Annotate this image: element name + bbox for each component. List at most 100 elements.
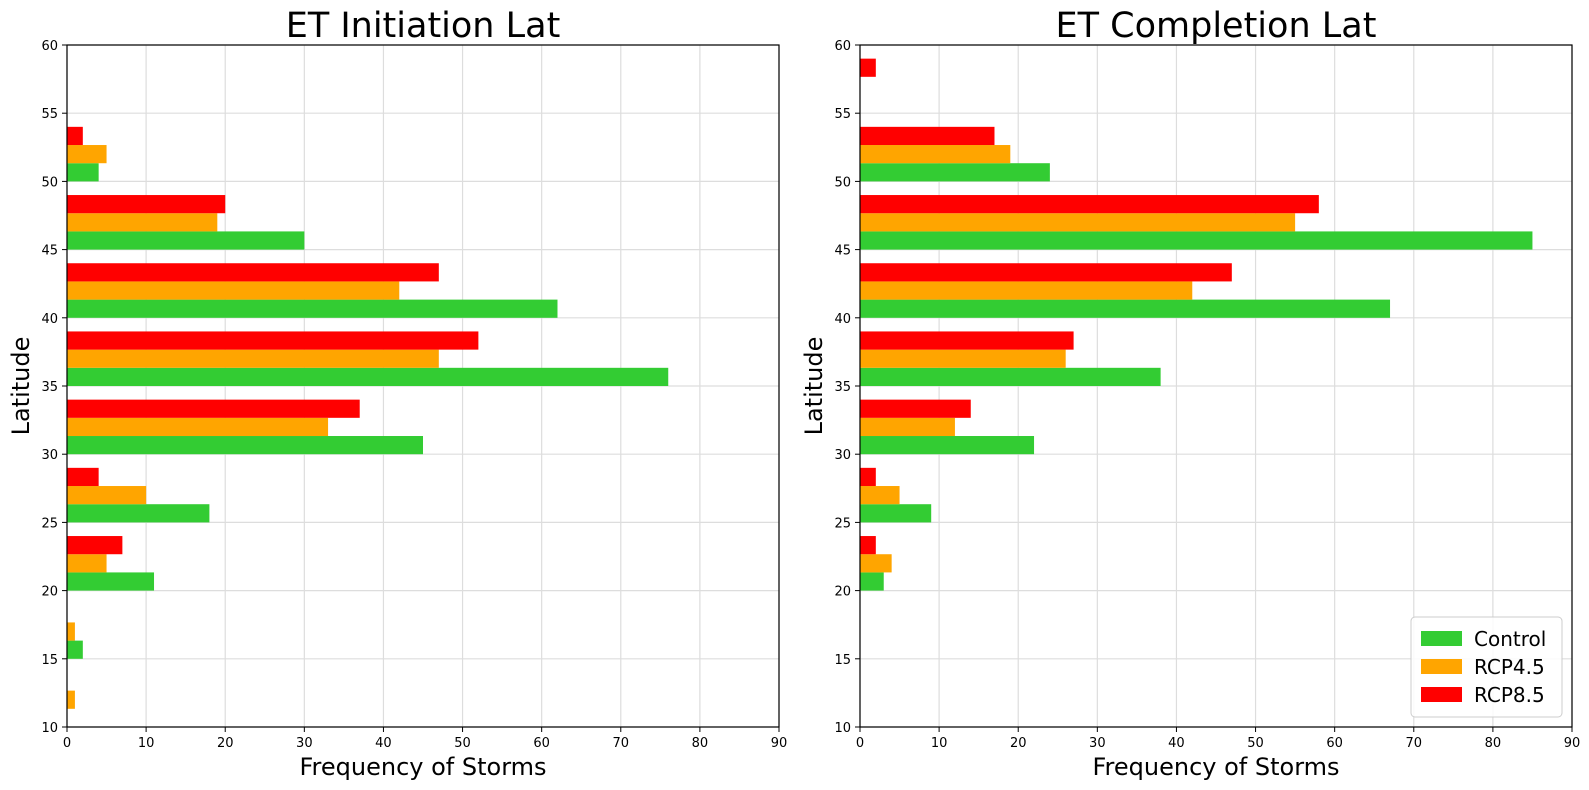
y-tick-label: 25 xyxy=(41,516,58,531)
y-tick-label: 30 xyxy=(834,448,851,463)
chart-title: ET Completion Lat xyxy=(1056,6,1377,46)
y-tick-label: 45 xyxy=(41,244,58,259)
y-tick-label: 50 xyxy=(834,175,851,190)
x-tick-label: 0 xyxy=(856,736,864,751)
legend-swatch xyxy=(1421,631,1462,646)
y-tick-label: 15 xyxy=(41,653,58,668)
bar-rcp85-lat-50 xyxy=(860,126,995,146)
bar-rcp45-lat-10 xyxy=(67,690,75,709)
legend-swatch xyxy=(1421,687,1462,702)
x-axis-label: Frequency of Storms xyxy=(299,753,546,781)
bar-rcp45-lat-35 xyxy=(860,349,1066,368)
bar-control-lat-15 xyxy=(67,640,83,659)
bar-control-lat-35 xyxy=(67,367,669,386)
x-tick-label: 40 xyxy=(375,736,392,751)
bar-rcp45-lat-15 xyxy=(67,622,75,641)
y-tick-label: 40 xyxy=(834,312,851,327)
x-tick-label: 30 xyxy=(1089,736,1106,751)
bar-control-lat-25 xyxy=(860,504,932,523)
bar-rcp85-lat-50 xyxy=(67,126,83,146)
legend: Control RCP4.5 RCP8.5 xyxy=(1410,616,1563,718)
x-tick-label: 70 xyxy=(1406,736,1423,751)
bar-rcp45-lat-20 xyxy=(67,554,107,573)
y-tick-label: 60 xyxy=(834,39,851,54)
x-axis-label: Frequency of Storms xyxy=(1092,753,1339,781)
bar-rcp85-lat-45 xyxy=(67,195,226,214)
bar-control-lat-25 xyxy=(67,504,210,523)
y-tick-label: 45 xyxy=(834,244,851,259)
bar-rcp45-lat-45 xyxy=(860,213,1296,232)
y-tick-label: 55 xyxy=(41,107,58,122)
x-tick-label: 80 xyxy=(692,736,709,751)
chart-panel-1: 0 10 20 30 40 50 60 70 80 90 10 15 20 25 30 35 40 45 50 55 6… xyxy=(7,6,787,781)
bar-rcp85-lat-40 xyxy=(860,263,1232,282)
x-tick-label: 10 xyxy=(931,736,948,751)
x-tick-label: 0 xyxy=(63,736,71,751)
bar-rcp45-lat-30 xyxy=(67,417,329,437)
x-tick-label: 30 xyxy=(296,736,313,751)
bar-control-lat-30 xyxy=(67,436,423,455)
bar-control-lat-30 xyxy=(860,436,1035,455)
bar-rcp85-lat-55 xyxy=(860,58,876,77)
y-tick-label: 10 xyxy=(41,721,58,736)
x-tick-label: 90 xyxy=(1564,736,1581,751)
bars xyxy=(67,126,669,709)
bar-control-lat-20 xyxy=(860,572,884,591)
bar-control-lat-50 xyxy=(67,163,99,182)
bar-rcp85-lat-20 xyxy=(67,536,123,555)
y-tick-label: 20 xyxy=(41,585,58,600)
bar-rcp45-lat-40 xyxy=(860,281,1193,300)
y-tick-label: 30 xyxy=(41,448,58,463)
bar-rcp45-lat-35 xyxy=(67,349,439,368)
y-tick-label: 25 xyxy=(834,516,851,531)
bar-rcp45-lat-40 xyxy=(67,281,400,300)
x-tick-label: 90 xyxy=(771,736,788,751)
bar-rcp85-lat-20 xyxy=(860,536,876,555)
chart-panel-2: 0 10 20 30 40 50 60 70 80 90 10 15 20 25 30 35 40 45 50 55 6… xyxy=(800,6,1580,781)
x-tick-label: 10 xyxy=(138,736,155,751)
y-tick-label: 15 xyxy=(834,653,851,668)
legend-entry: RCP4.5 xyxy=(1474,655,1545,679)
y-tick-label: 40 xyxy=(41,312,58,327)
y-tick-label: 55 xyxy=(834,107,851,122)
bar-rcp85-lat-40 xyxy=(67,263,439,282)
legend-entry: RCP8.5 xyxy=(1474,683,1545,707)
x-tick-label: 60 xyxy=(1326,736,1343,751)
bars xyxy=(860,58,1533,591)
y-tick-label: 35 xyxy=(41,380,58,395)
x-tick-label: 60 xyxy=(533,736,550,751)
bar-rcp85-lat-35 xyxy=(860,331,1074,350)
bar-control-lat-45 xyxy=(860,231,1533,250)
x-tick-label: 50 xyxy=(454,736,471,751)
y-tick-label: 35 xyxy=(834,380,851,395)
bar-rcp45-lat-50 xyxy=(860,145,1011,164)
bar-control-lat-50 xyxy=(860,163,1050,182)
bar-control-lat-45 xyxy=(67,231,305,250)
bar-rcp45-lat-25 xyxy=(67,486,147,505)
bar-rcp85-lat-35 xyxy=(67,331,479,350)
y-tick-label: 60 xyxy=(41,39,58,54)
bar-rcp85-lat-45 xyxy=(860,195,1319,214)
y-axis-label: Latitude xyxy=(7,337,35,436)
bar-control-lat-35 xyxy=(860,367,1161,386)
chart-title: ET Initiation Lat xyxy=(286,6,561,46)
y-tick-label: 50 xyxy=(41,175,58,190)
bar-rcp85-lat-30 xyxy=(860,399,971,418)
bar-rcp85-lat-25 xyxy=(67,467,99,487)
bar-control-lat-20 xyxy=(67,572,155,591)
x-tick-label: 50 xyxy=(1247,736,1264,751)
x-tick-label: 40 xyxy=(1168,736,1185,751)
legend-entry: Control xyxy=(1474,627,1546,651)
x-tick-label: 70 xyxy=(613,736,630,751)
bar-control-lat-40 xyxy=(860,299,1391,318)
bar-rcp85-lat-25 xyxy=(860,467,876,487)
legend-swatch xyxy=(1421,659,1462,674)
y-tick-label: 10 xyxy=(834,721,851,736)
x-tick-label: 80 xyxy=(1485,736,1502,751)
bar-rcp85-lat-30 xyxy=(67,399,360,418)
bar-rcp45-lat-50 xyxy=(67,145,107,164)
bar-rcp45-lat-25 xyxy=(860,486,900,505)
bar-control-lat-40 xyxy=(67,299,558,318)
bar-rcp45-lat-20 xyxy=(860,554,892,573)
